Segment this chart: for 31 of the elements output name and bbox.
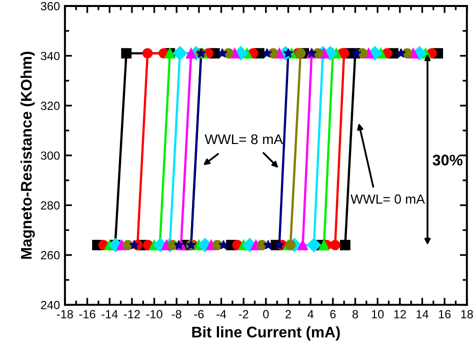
y-axis-title: Magneto-Resistance (KOhm)	[20, 52, 35, 259]
y-tick-label: 360	[40, 2, 60, 10]
x-tick-label: 14	[416, 310, 428, 318]
x-tick-label: 18	[461, 310, 473, 318]
x-axis-title: Bit line Current (mA)	[192, 326, 340, 340]
x-tick-label: -18	[56, 310, 73, 318]
x-tick-label: 16	[438, 310, 451, 318]
x-tick-label: -12	[124, 310, 140, 318]
x-tick-label: -14	[102, 310, 118, 318]
y-tick-label: 260	[40, 251, 60, 260]
y-tick-label: 240	[40, 300, 60, 310]
x-tick-label: -16	[79, 310, 96, 318]
x-tick-label: -6	[194, 310, 204, 318]
x-tick-label: -10	[146, 310, 162, 318]
annotation: WWL= 8 mA	[204, 134, 283, 144]
x-tick-label: 12	[394, 310, 406, 318]
y-tick-label: 280	[40, 201, 60, 210]
x-tick-label: -8	[172, 310, 182, 318]
x-tick-label: -2	[238, 310, 248, 318]
annotation: WWL= 0 mA	[350, 194, 425, 204]
x-tick-label: 0	[263, 310, 269, 318]
x-tick-label: 6	[330, 310, 336, 318]
y-tick-label: 340	[40, 52, 60, 60]
x-tick-label: 8	[352, 310, 358, 318]
x-tick-label: 2	[286, 310, 291, 318]
x-tick-label: 4	[308, 310, 314, 318]
y-tick-label: 320	[40, 102, 60, 110]
x-tick-label: 10	[372, 310, 384, 318]
x-tick-label: -4	[216, 310, 226, 318]
annotation: 30%	[432, 154, 462, 166]
y-tick-label: 300	[40, 151, 60, 160]
